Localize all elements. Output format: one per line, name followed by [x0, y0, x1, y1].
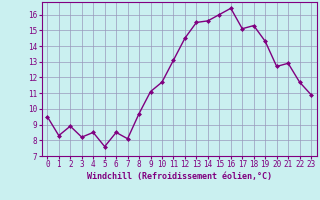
- X-axis label: Windchill (Refroidissement éolien,°C): Windchill (Refroidissement éolien,°C): [87, 172, 272, 181]
